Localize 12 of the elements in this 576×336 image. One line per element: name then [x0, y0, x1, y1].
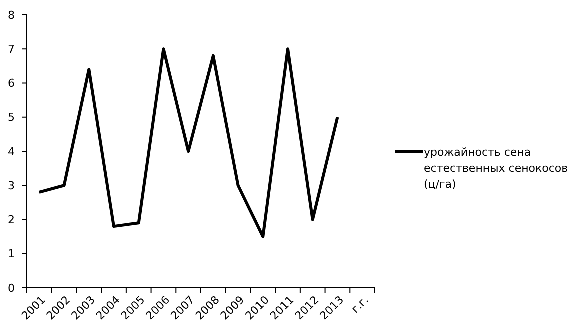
y-tick-label: 7 — [8, 42, 15, 56]
y-tick-label: 5 — [8, 111, 15, 124]
y-tick-label: 1 — [8, 248, 15, 261]
y-tick-label: 8 — [8, 8, 15, 22]
y-tick-label: 6 — [8, 77, 15, 90]
y-tick-label: 3 — [8, 179, 15, 192]
y-tick-label: 4 — [8, 145, 15, 158]
x-tick-label: г.г. — [349, 294, 372, 316]
legend-label: урожайность сена естественных сенокосов (ц/га) — [424, 146, 568, 191]
y-tick-label: 2 — [8, 214, 15, 227]
y-tick-label: 0 — [8, 282, 15, 295]
line-series — [38, 48, 340, 238]
